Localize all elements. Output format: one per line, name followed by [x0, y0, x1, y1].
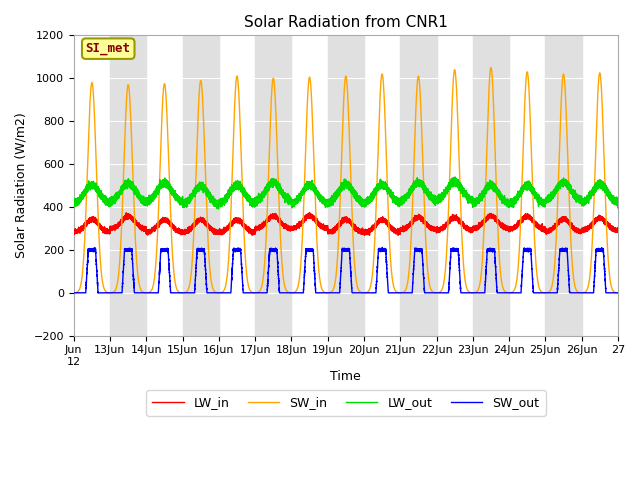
SW_in: [507, 290, 515, 296]
Bar: [182, 36, 219, 336]
Bar: [255, 36, 291, 336]
Line: LW_in: LW_in: [74, 213, 618, 235]
LW_out: [214, 206, 222, 212]
SW_in: [479, 252, 486, 258]
Line: SW_out: SW_out: [74, 247, 618, 293]
LW_in: [515, 221, 522, 227]
LW_out: [417, 179, 425, 184]
LW_out: [451, 174, 459, 180]
SW_in: [106, 290, 114, 296]
SW_in: [70, 290, 77, 296]
Text: SI_met: SI_met: [86, 42, 131, 55]
SW_out: [507, 290, 515, 296]
Title: Solar Radiation from CNR1: Solar Radiation from CNR1: [244, 15, 448, 30]
LW_in: [365, 232, 373, 238]
Line: LW_out: LW_out: [74, 177, 618, 209]
Bar: [473, 36, 509, 336]
SW_in: [487, 65, 495, 71]
LW_out: [99, 194, 106, 200]
SW_out: [493, 290, 501, 296]
SW_out: [479, 290, 486, 296]
Bar: [328, 36, 364, 336]
LW_out: [614, 196, 621, 202]
LW_in: [99, 226, 106, 231]
LW_in: [70, 228, 77, 234]
LW_in: [417, 216, 425, 221]
Line: SW_in: SW_in: [74, 68, 618, 293]
LW_out: [70, 201, 77, 207]
SW_out: [614, 290, 621, 296]
SW_in: [493, 218, 501, 224]
LW_in: [479, 221, 486, 227]
Y-axis label: Solar Radiation (W/m2): Solar Radiation (W/m2): [15, 113, 28, 258]
SW_out: [378, 244, 386, 250]
SW_in: [614, 290, 621, 296]
SW_in: [99, 277, 106, 283]
SW_out: [515, 290, 522, 296]
Legend: LW_in, SW_in, LW_out, SW_out: LW_in, SW_in, LW_out, SW_out: [146, 390, 545, 416]
LW_in: [614, 226, 621, 231]
SW_in: [515, 260, 522, 265]
SW_out: [417, 247, 425, 252]
Bar: [110, 36, 147, 336]
LW_out: [493, 187, 501, 193]
LW_out: [479, 189, 486, 195]
Bar: [400, 36, 436, 336]
LW_in: [507, 224, 515, 229]
SW_out: [70, 290, 77, 296]
Bar: [545, 36, 582, 336]
LW_out: [515, 192, 522, 197]
X-axis label: Time: Time: [330, 370, 361, 383]
SW_out: [99, 290, 106, 296]
LW_in: [493, 218, 501, 224]
LW_out: [507, 202, 515, 207]
SW_in: [417, 112, 425, 118]
LW_in: [306, 210, 314, 216]
